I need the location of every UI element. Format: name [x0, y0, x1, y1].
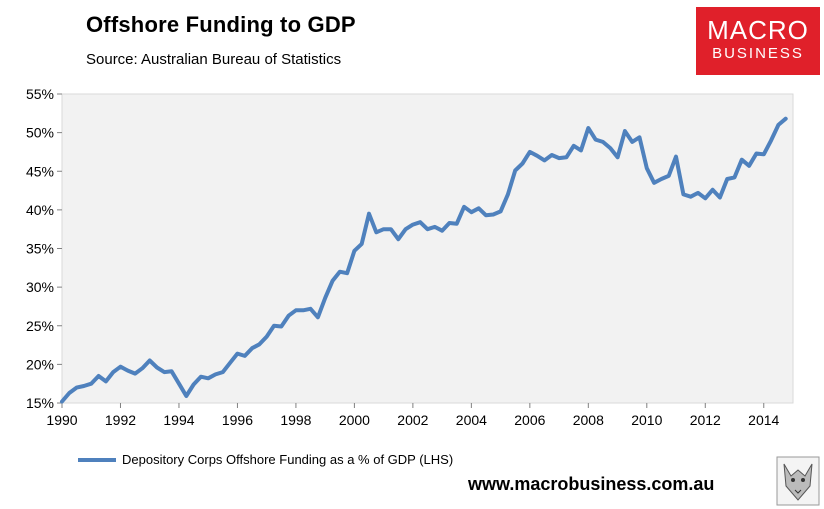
x-tick-label: 1996	[222, 412, 253, 428]
logo-line-1: MACRO	[707, 15, 809, 45]
x-tick-label: 2014	[748, 412, 779, 428]
legend-swatch	[78, 457, 116, 462]
x-tick-label: 1992	[105, 412, 136, 428]
x-tick-label: 2000	[339, 412, 370, 428]
x-tick-label: 1990	[46, 412, 77, 428]
y-axis: 15% 20% 25% 30% 35% 40% 45% 50% 55%	[26, 86, 62, 411]
y-tick-label: 15%	[26, 395, 54, 411]
wolf-mascot-icon	[776, 456, 820, 506]
y-tick-label: 30%	[26, 279, 54, 295]
y-tick-label: 40%	[26, 202, 54, 218]
macrobusiness-logo: MACRO BUSINESS	[696, 7, 820, 75]
x-tick-label: 1994	[163, 412, 194, 428]
logo-line-2: BUSINESS	[712, 45, 804, 62]
chart-legend: Depository Corps Offshore Funding as a %…	[78, 452, 453, 467]
x-tick-label: 2002	[397, 412, 428, 428]
chart-source: Source: Australian Bureau of Statistics	[86, 51, 342, 68]
series-line	[60, 116, 788, 404]
y-tick-label: 20%	[26, 356, 54, 372]
x-tick-label: 2008	[573, 412, 604, 428]
x-tick-label: 2010	[631, 412, 662, 428]
website-url: www.macrobusiness.com.au	[468, 474, 715, 494]
x-tick-label: 2012	[690, 412, 721, 428]
plot-area	[61, 93, 794, 404]
legend-label: Depository Corps Offshore Funding as a %…	[122, 452, 454, 467]
y-tick-label: 35%	[26, 241, 54, 257]
x-tick-label: 1998	[280, 412, 311, 428]
series-layer	[60, 116, 788, 404]
y-tick-label: 25%	[26, 318, 54, 334]
y-tick-label: 50%	[26, 125, 54, 141]
y-tick-label: 55%	[26, 86, 54, 102]
x-axis: 1990 1992 1994 1996 1998 2000 2002 2004 2006 2008…	[46, 403, 780, 428]
chart-title: Offshore Funding to GDP	[86, 12, 356, 37]
y-tick-label: 45%	[26, 163, 54, 179]
x-tick-label: 2004	[456, 412, 487, 428]
x-tick-label: 2006	[514, 412, 545, 428]
